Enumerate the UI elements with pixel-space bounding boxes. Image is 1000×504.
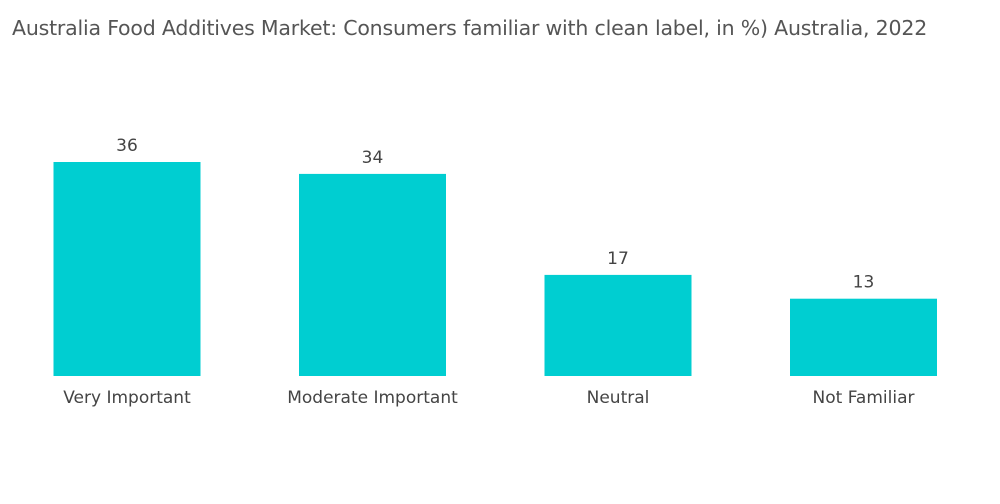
value-labels-layer: 36 34 17 13: [116, 136, 874, 293]
bars-layer: [53, 162, 937, 376]
value-label-moderate-important: 34: [362, 148, 384, 168]
category-label-neutral: Neutral: [587, 388, 650, 408]
value-label-not-familiar: 13: [853, 273, 875, 293]
chart-title: Australia Food Additives Market: Consume…: [12, 16, 928, 40]
bar-not-familiar: [790, 298, 937, 376]
category-label-moderate-important: Moderate Important: [287, 388, 458, 408]
bar-neutral: [544, 274, 692, 376]
category-labels-layer: Very Important Moderate Important Neutral N…: [63, 388, 914, 408]
category-label-not-familiar: Not Familiar: [813, 388, 915, 408]
bar-very-important: [53, 162, 201, 376]
bar-moderate-important: [299, 173, 446, 376]
value-label-neutral: 17: [607, 249, 629, 269]
category-label-very-important: Very Important: [63, 388, 191, 408]
value-label-very-important: 36: [116, 136, 138, 156]
